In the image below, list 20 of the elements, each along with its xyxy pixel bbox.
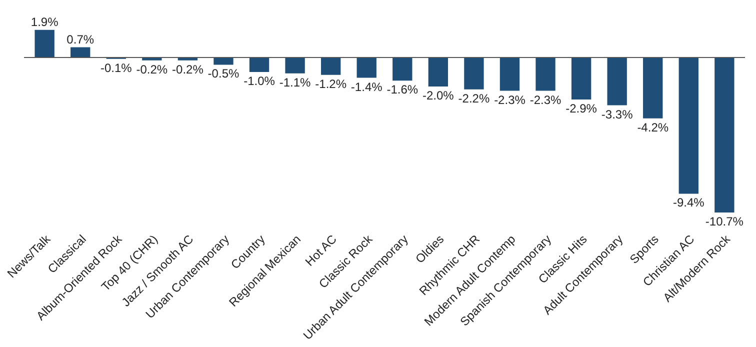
data-label: -1.6% xyxy=(386,82,418,97)
data-label: -1.1% xyxy=(279,75,312,90)
data-label: -1.2% xyxy=(315,76,347,91)
data-label: -0.2% xyxy=(172,62,204,76)
data-label: -0.1% xyxy=(100,60,132,75)
data-label: -10.7% xyxy=(705,214,744,229)
data-label: -2.2% xyxy=(458,91,490,106)
data-label: -0.5% xyxy=(208,66,240,81)
data-label: -2.9% xyxy=(566,101,598,116)
data-label: -4.2% xyxy=(637,120,669,134)
data-label: -2.0% xyxy=(422,88,454,102)
data-label: -0.2% xyxy=(136,62,168,76)
data-label: 1.9% xyxy=(30,14,59,29)
data-label: -3.3% xyxy=(601,107,634,122)
data-label: -9.4% xyxy=(672,196,705,210)
data-label: -2.3% xyxy=(494,92,526,107)
data-label: 0.7% xyxy=(66,32,94,46)
data-label: -1.0% xyxy=(244,74,276,88)
data-label: -1.4% xyxy=(350,80,383,94)
data-label: -2.3% xyxy=(530,92,562,107)
